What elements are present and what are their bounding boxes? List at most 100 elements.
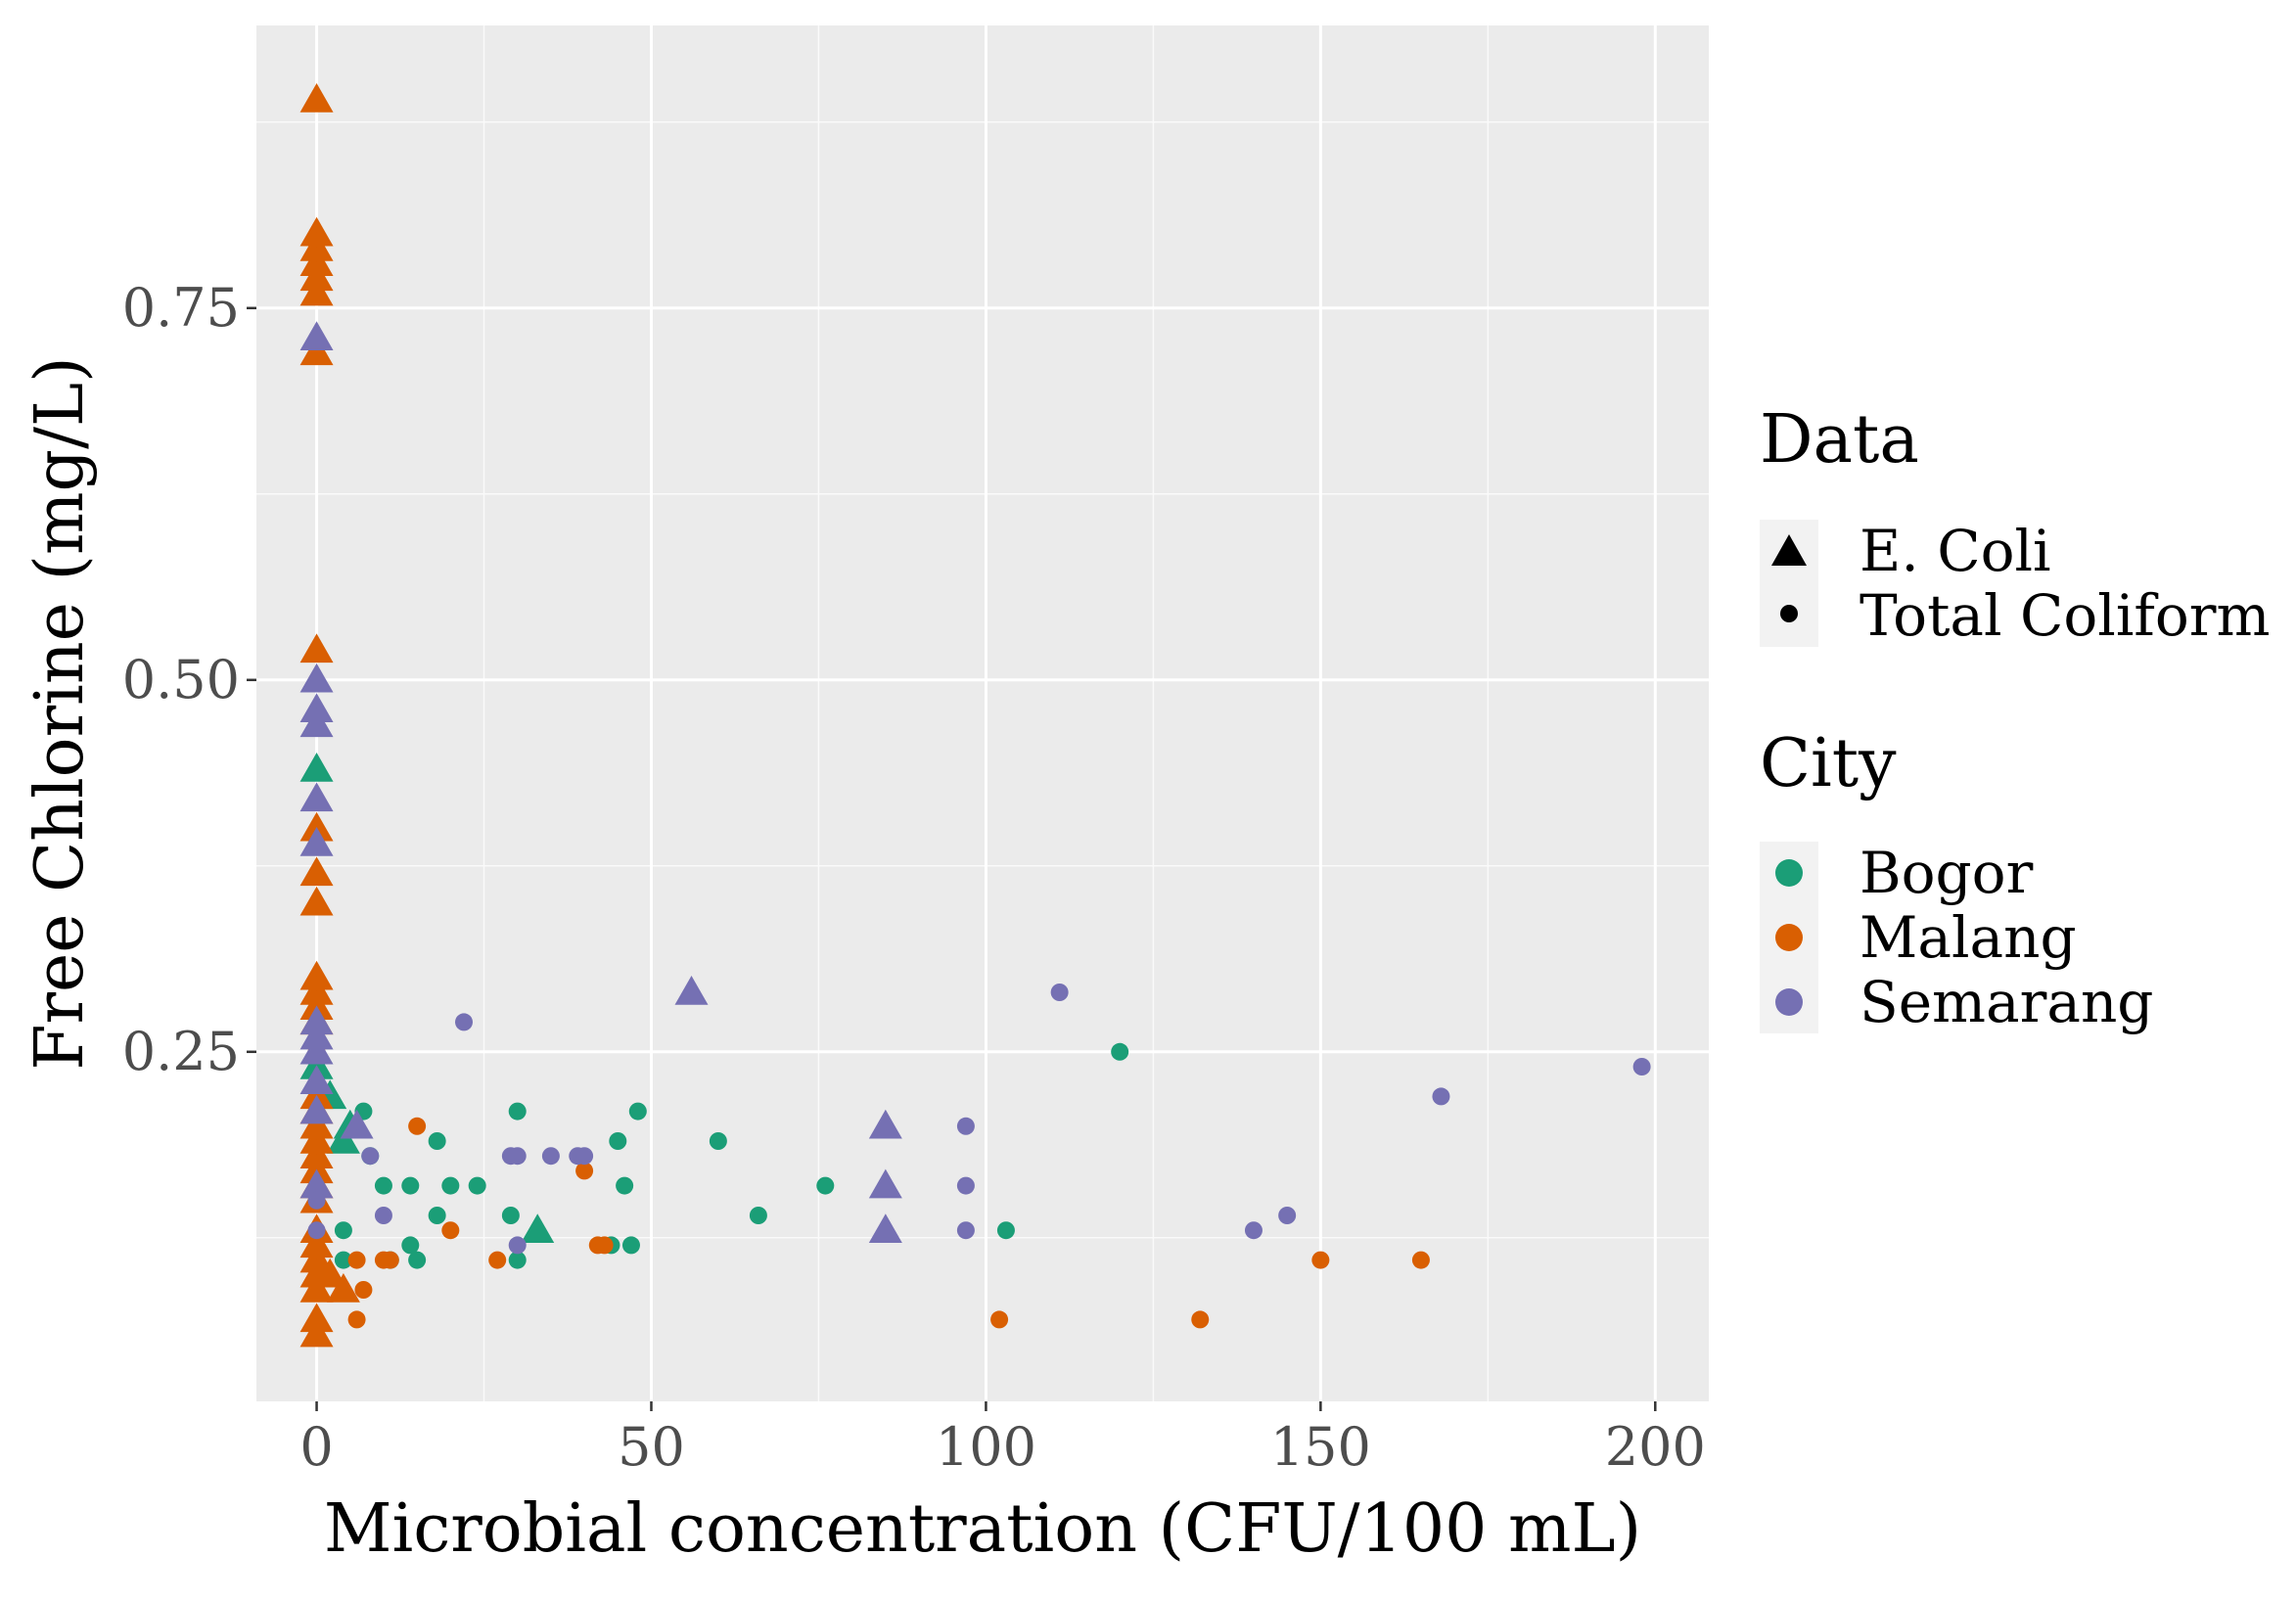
legend-triangle-icon xyxy=(1771,534,1807,566)
total-coliform-point xyxy=(334,1221,352,1240)
ecoli-point xyxy=(299,782,334,812)
total-coliform-point xyxy=(709,1132,727,1150)
ecoli-point xyxy=(299,1050,334,1079)
ecoli-point xyxy=(299,336,334,366)
legend-circle-icon xyxy=(1780,605,1798,622)
ecoli-point xyxy=(299,232,334,261)
legend: Data E. Coli Total Coliform City Bogor M… xyxy=(1760,401,2270,1035)
total-coliform-point xyxy=(428,1207,446,1224)
ecoli-point xyxy=(299,83,334,113)
ecoli-point xyxy=(299,1317,334,1348)
series-semarang-ecoli xyxy=(299,321,902,1243)
ecoli-point xyxy=(299,856,334,887)
y-tick-label: 0.50 xyxy=(122,649,240,710)
y-tick-label: 0.25 xyxy=(122,1021,240,1082)
x-tick-label: 50 xyxy=(618,1416,685,1478)
ecoli-point xyxy=(326,1273,360,1303)
total-coliform-point xyxy=(307,1191,326,1210)
total-coliform-point xyxy=(374,1176,392,1195)
total-coliform-point xyxy=(616,1176,634,1195)
x-tick-label: 200 xyxy=(1605,1416,1706,1478)
total-coliform-point xyxy=(1432,1087,1450,1106)
total-coliform-point xyxy=(347,1310,366,1329)
total-coliform-point xyxy=(575,1147,594,1166)
total-coliform-point xyxy=(428,1132,446,1150)
ecoli-point xyxy=(299,1034,334,1065)
y-axis-label: Free Chlorine (mg/L) xyxy=(22,356,99,1070)
total-coliform-point xyxy=(990,1310,1009,1329)
total-coliform-point xyxy=(347,1251,366,1269)
ecoli-point xyxy=(299,811,334,842)
y-tick-label: 0.75 xyxy=(122,277,240,339)
total-coliform-point xyxy=(307,1221,326,1240)
total-coliform-point xyxy=(1632,1058,1651,1076)
ecoli-point xyxy=(299,827,334,856)
x-axis-label: Microbial concentration (CFU/100 mL) xyxy=(324,1490,1641,1568)
total-coliform-point xyxy=(1411,1251,1430,1269)
total-coliform-point xyxy=(408,1251,427,1269)
ecoli-point xyxy=(299,886,334,916)
total-coliform-point xyxy=(401,1176,420,1195)
ecoli-point xyxy=(299,693,334,722)
legend-malang-icon xyxy=(1775,924,1803,951)
total-coliform-point xyxy=(1111,1042,1129,1061)
total-coliform-point xyxy=(354,1281,373,1299)
total-coliform-point xyxy=(508,1236,527,1255)
ecoli-point xyxy=(299,276,334,306)
ecoli-point xyxy=(868,1109,902,1139)
legend-city-label-bogor: Bogor xyxy=(1860,840,2034,906)
total-coliform-point xyxy=(996,1221,1015,1240)
ecoli-point xyxy=(299,1154,334,1184)
total-coliform-point xyxy=(609,1132,627,1150)
ecoli-point xyxy=(299,1303,334,1333)
ecoli-point xyxy=(868,1213,902,1243)
x-tick-label: 150 xyxy=(1270,1416,1371,1478)
ecoli-point xyxy=(299,1109,334,1139)
ecoli-point xyxy=(299,753,334,782)
ecoli-point xyxy=(674,976,709,1005)
total-coliform-point xyxy=(541,1147,560,1166)
total-coliform-point xyxy=(441,1221,460,1240)
ecoli-point xyxy=(340,1109,374,1139)
total-coliform-point xyxy=(334,1251,352,1269)
grid xyxy=(256,25,1709,1401)
ecoli-point xyxy=(521,1213,555,1243)
ecoli-point xyxy=(299,1168,334,1199)
series-semarang-total-coliform xyxy=(307,984,1651,1255)
total-coliform-point xyxy=(508,1251,527,1269)
total-coliform-point xyxy=(1191,1310,1210,1329)
ecoli-point xyxy=(299,1243,334,1273)
total-coliform-point xyxy=(455,1013,473,1031)
series-bogor-total-coliform xyxy=(334,1042,1129,1269)
ecoli-point xyxy=(313,1258,347,1288)
total-coliform-point xyxy=(1050,984,1069,1001)
total-coliform-point xyxy=(508,1102,527,1121)
ecoli-point xyxy=(299,663,334,693)
legend-city-label-malang: Malang xyxy=(1860,904,2077,971)
total-coliform-point xyxy=(381,1251,399,1269)
axes: 0 50 100 150 200 0.25 0.50 0.75 xyxy=(122,277,1706,1478)
legend-shape-label-total-coliform: Total Coliform xyxy=(1860,582,2270,649)
total-coliform-point xyxy=(956,1221,975,1240)
total-coliform-point xyxy=(595,1236,614,1255)
ecoli-point xyxy=(299,1124,334,1154)
total-coliform-point xyxy=(749,1207,767,1224)
series-malang-total-coliform xyxy=(307,1042,1430,1329)
total-coliform-point xyxy=(488,1251,507,1269)
total-coliform-point xyxy=(1311,1251,1330,1269)
total-coliform-point xyxy=(468,1176,486,1195)
ecoli-point xyxy=(299,708,334,738)
ecoli-point xyxy=(299,1139,334,1168)
ecoli-point xyxy=(299,960,334,990)
ecoli-point xyxy=(299,1094,334,1124)
total-coliform-point xyxy=(441,1176,460,1195)
x-tick-label: 100 xyxy=(936,1416,1036,1478)
legend-shape-title: Data xyxy=(1760,401,1919,479)
ecoli-point xyxy=(299,261,334,292)
ecoli-point xyxy=(299,1020,334,1050)
total-coliform-point xyxy=(408,1117,427,1135)
ecoli-point xyxy=(299,216,334,247)
ecoli-point xyxy=(299,633,334,664)
ecoli-point xyxy=(299,990,334,1020)
legend-city-label-semarang: Semarang xyxy=(1860,969,2153,1035)
